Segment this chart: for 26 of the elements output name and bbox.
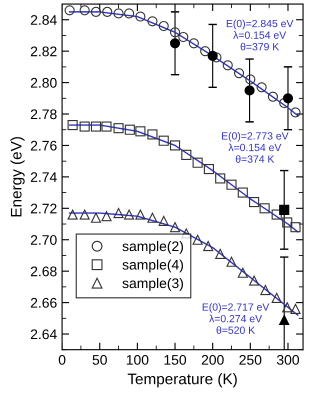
y-tick-label: 2.76 (30, 140, 57, 151)
x-tick-label: 0 (58, 354, 66, 365)
annotation: E(0)=2.773 eV λ=0.154 eV θ=374 K (222, 132, 289, 163)
x-tick-label: 150 (164, 354, 186, 365)
y-tick-label: 2.70 (30, 235, 57, 245)
y-tick-label: 2.66 (30, 298, 57, 308)
x-tick-label: 200 (202, 354, 224, 365)
x-axis-title: Temperature (K) (128, 373, 237, 388)
legend-label: sample(4) (122, 259, 183, 272)
y-tick-label: 2.74 (30, 172, 57, 182)
y-tick-label: 2.68 (30, 266, 57, 276)
x-tick-label: 300 (276, 354, 300, 365)
y-tick-label: 2.78 (30, 109, 57, 120)
y-tick-label: 2.64 (30, 329, 57, 340)
y-tick-label: 2.80 (30, 78, 57, 88)
annotation: E(0)=2.717 eV λ=0.274 eV θ=520 K (202, 303, 270, 334)
y-axis-title: Energy (eV) (10, 137, 25, 216)
legend-label: sample(2) (122, 240, 183, 254)
y-tick-label: 2.72 (30, 204, 57, 214)
x-tick-label: 50 (92, 354, 107, 365)
y-tick-label: 2.82 (30, 46, 57, 56)
annotation: E(0)=2.845 eV λ=0.154 eV θ=379 K (226, 20, 294, 50)
y-tick-label: 2.84 (30, 15, 57, 25)
x-tick-label: 250 (239, 354, 262, 365)
x-tick-label: 100 (126, 354, 148, 365)
legend-label: sample(3) (122, 278, 183, 291)
